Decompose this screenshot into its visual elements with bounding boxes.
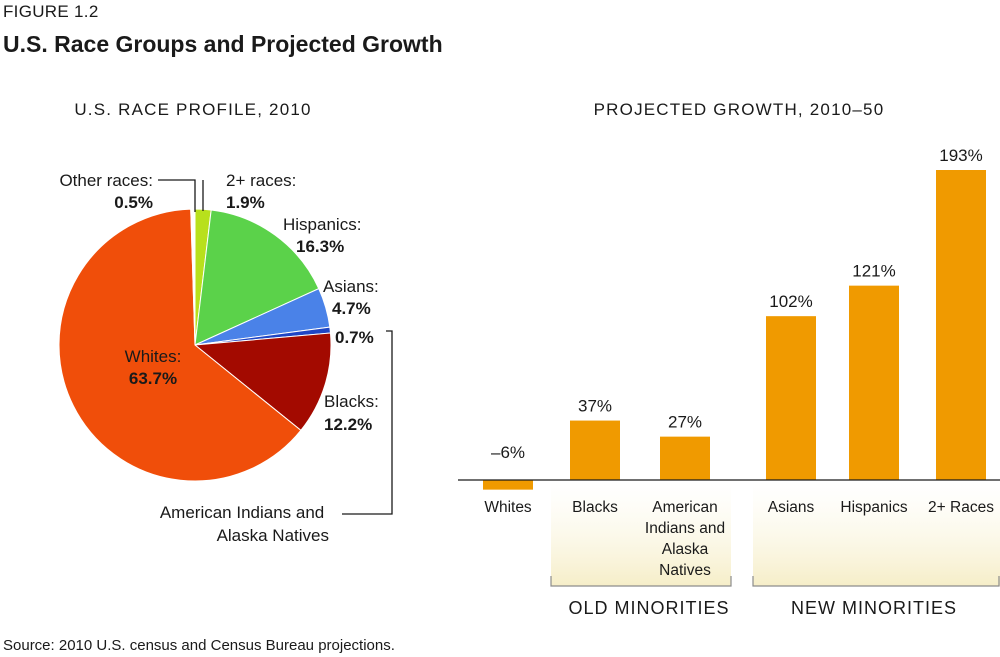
pie-value-2plus-races: 1.9%: [226, 193, 265, 212]
bar-value-label-hispanics: 121%: [852, 262, 895, 281]
bar-series: –6% Whites 37% Blacks 27% American Indians and…: [483, 146, 994, 579]
bar-hispanics: [849, 285, 899, 480]
pie-slice-whites: [58, 208, 302, 482]
group-label-old-minorities: OLD MINORITIES: [568, 598, 729, 618]
bar-value-label-whites: –6%: [491, 443, 525, 462]
pie-value-other-races: 0.5%: [114, 193, 153, 212]
pie-slice-blacks: [193, 332, 332, 432]
group-bracket-new-minorities: [752, 576, 1000, 587]
pie-label-whites: Whites:: [125, 347, 182, 366]
pie-label-other-races: Other races:: [59, 171, 153, 190]
leader-line-other-races: [158, 179, 196, 212]
bar-value-label-blacks: 37%: [578, 397, 612, 416]
pie-label-american-indians: American Indians and Alaska Natives: [160, 503, 329, 545]
bar-value-label-american-indians-and-alaska-natives: 27%: [668, 413, 702, 432]
pie-value-asians: 4.7%: [332, 299, 371, 318]
pie-value-blacks: 12.2%: [324, 415, 372, 434]
pie-slices: [58, 208, 332, 482]
pie-chart-title: U.S. RACE PROFILE, 2010: [74, 100, 311, 119]
pie-value-whites: 63.7%: [129, 369, 177, 388]
bar-value-label-2-races: 193%: [939, 146, 982, 165]
pie-label-asians: Asians:: [323, 277, 379, 296]
group-bg-old-minorities: [551, 482, 731, 586]
bar-category-label-whites: Whites: [484, 499, 532, 516]
bar-asians: [766, 316, 816, 480]
pie-label-american-indians-line1: American Indians and: [160, 503, 324, 522]
bar-whites: [483, 480, 533, 490]
pie-label-blacks: Blacks:: [324, 392, 379, 411]
pie-slice-hispanics: [194, 209, 320, 346]
group-bracket-old-minorities: [550, 576, 732, 587]
bar-2-races: [936, 170, 986, 480]
bar-category-label-2-races: 2+ Races: [928, 499, 994, 516]
figure-label: FIGURE 1.2: [3, 2, 99, 21]
bar-chart-title: PROJECTED GROWTH, 2010–50: [594, 100, 885, 119]
pie-value-hispanics: 16.3%: [296, 237, 344, 256]
bar-category-label-blacks: Blacks: [572, 499, 618, 516]
pie-label-american-indians-line2: Alaska Natives: [217, 526, 329, 545]
leader-line-american-indians: [342, 330, 393, 515]
pie-label-2plus-races: 2+ races:: [226, 171, 296, 190]
group-label-new-minorities: NEW MINORITIES: [791, 598, 957, 618]
group-bg-new-minorities: [753, 482, 1000, 586]
bar-category-label-asians: Asians: [768, 499, 815, 516]
bar-blacks: [570, 420, 620, 480]
figure-title: U.S. Race Groups and Projected Growth: [3, 31, 443, 57]
pie-value-american-indians: 0.7%: [335, 328, 374, 347]
bar-category-label-american-indians-and-alaska-natives: American Indians and Alaska Natives: [645, 499, 725, 579]
bar-value-label-asians: 102%: [769, 292, 812, 311]
bar-american-indians-and-alaska-natives: [660, 436, 710, 480]
source-note: Source: 2010 U.S. census and Census Bure…: [3, 637, 395, 654]
bar-category-label-hispanics: Hispanics: [840, 499, 907, 516]
pie-label-hispanics: Hispanics:: [283, 215, 361, 234]
